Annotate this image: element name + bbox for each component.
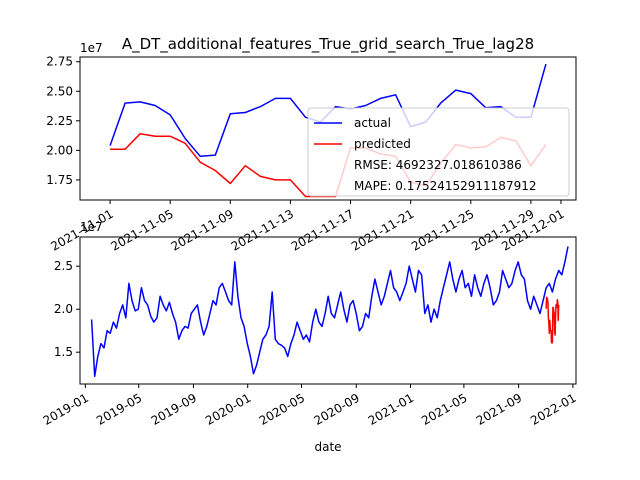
legend-actual-label: actual bbox=[354, 116, 391, 130]
legend-rmse-text: RMSE: 4692327.018610386 bbox=[354, 158, 522, 172]
legend: actual predicted RMSE: 4692327.018610386… bbox=[307, 107, 570, 197]
top-axes-frame bbox=[79, 56, 577, 201]
top-y-tick-label: 2.25 bbox=[46, 114, 73, 128]
bottom-axes-frame bbox=[79, 236, 577, 385]
bottom-series-predicted bbox=[545, 296, 560, 344]
chart-title: A_DT_additional_features_True_grid_searc… bbox=[122, 35, 534, 54]
top-y-tick-label: 2.00 bbox=[46, 143, 73, 157]
top-y-tick-label: 1.75 bbox=[46, 173, 73, 187]
legend-predicted-label: predicted bbox=[354, 137, 411, 151]
bottom-y-tick-label: 2.5 bbox=[54, 259, 73, 273]
top-y-tick-label: 2.50 bbox=[46, 84, 73, 98]
bottom-x-axis-label: date bbox=[314, 440, 341, 454]
bottom-series-actual bbox=[90, 246, 569, 378]
legend-mape-text: MAPE: 0.17524152911187912 bbox=[354, 179, 536, 193]
top-y-scale-label: 1e7 bbox=[80, 41, 103, 55]
legend-box bbox=[307, 107, 570, 197]
bottom-y-scale-label: 1e7 bbox=[80, 220, 103, 234]
top-y-tick-label: 2.75 bbox=[46, 55, 73, 69]
bottom-y-tick-label: 2.0 bbox=[54, 302, 73, 316]
bottom-y-tick-label: 1.5 bbox=[54, 345, 73, 359]
